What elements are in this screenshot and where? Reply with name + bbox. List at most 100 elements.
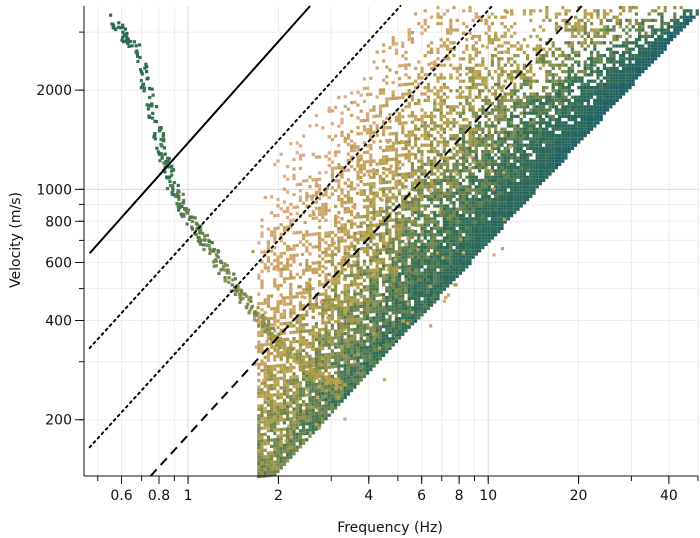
heatmap-cell	[257, 362, 261, 367]
heatmap-cell	[308, 402, 312, 406]
heatmap-cell	[398, 294, 402, 298]
heatmap-cell	[388, 218, 392, 222]
heatmap-cell	[471, 57, 475, 61]
heatmap-cell	[490, 204, 494, 208]
heatmap-cell	[458, 73, 462, 77]
heatmap-cell	[478, 185, 482, 189]
heatmap-cell	[423, 281, 427, 285]
heatmap-cell	[260, 388, 264, 392]
heatmap-cell	[433, 178, 437, 182]
heatmap-cell	[295, 183, 299, 187]
heatmap-cell	[465, 239, 469, 243]
heatmap-cell	[468, 223, 472, 227]
heatmap-cell	[455, 210, 459, 214]
heatmap-cell	[446, 239, 450, 243]
heatmap-cell	[506, 162, 510, 166]
heatmap-cell	[580, 95, 584, 99]
heatmap-cell	[282, 370, 286, 374]
heatmap-cell	[522, 105, 526, 109]
heatmap-cell	[474, 41, 478, 45]
heatmap-cell	[500, 188, 504, 192]
heatmap-cell	[410, 264, 414, 268]
heatmap-cell	[276, 226, 280, 230]
heatmap-cell	[462, 242, 466, 246]
heatmap-cell	[311, 271, 315, 275]
heatmap-cell	[570, 127, 574, 131]
heatmap-cell	[346, 347, 350, 351]
heatmap-cell	[455, 111, 459, 115]
heatmap-cell	[334, 214, 338, 218]
heatmap-cell	[372, 255, 376, 259]
heatmap-cell	[385, 350, 389, 354]
heatmap-cell	[350, 101, 354, 105]
heatmap-cell	[439, 172, 443, 176]
heatmap-cell	[468, 182, 472, 186]
heatmap-cell	[455, 249, 459, 253]
heatmap-cell	[433, 271, 437, 275]
heatmap-cell	[330, 326, 334, 331]
heatmap-cell	[337, 310, 341, 314]
heatmap-cell	[382, 305, 386, 309]
heatmap-cell	[382, 59, 386, 63]
heatmap-cell	[426, 182, 430, 186]
heatmap-cell	[356, 356, 360, 360]
heatmap-cell	[334, 134, 338, 138]
heatmap-cell	[346, 197, 350, 201]
heatmap-cell	[458, 162, 462, 166]
heatmap-cell	[522, 137, 526, 141]
heatmap-cell	[484, 79, 488, 83]
heatmap-cell	[535, 172, 539, 176]
heatmap-cell	[407, 104, 411, 109]
heatmap-cell	[298, 317, 302, 321]
heatmap-cell	[439, 198, 443, 202]
heatmap-cell	[404, 105, 408, 109]
heatmap-cell	[430, 274, 434, 278]
heatmap-cell	[490, 220, 494, 224]
heatmap-cell	[487, 153, 491, 157]
heatmap-cell	[266, 374, 270, 378]
heatmap-cell	[321, 375, 325, 379]
heatmap-cell	[305, 412, 309, 416]
heatmap-cell	[436, 204, 440, 208]
heatmap-cell	[257, 468, 261, 472]
heatmap-cell	[398, 256, 402, 260]
heatmap-cell	[279, 443, 283, 448]
heatmap-cell	[388, 308, 392, 312]
heatmap-cell	[484, 220, 488, 224]
heatmap-cell	[366, 253, 370, 257]
heatmap-cell	[343, 223, 347, 227]
heatmap-cell	[266, 438, 270, 442]
heatmap-cell	[442, 278, 446, 282]
heatmap-cell	[478, 198, 482, 202]
heatmap-cell	[279, 447, 283, 451]
heatmap-cell	[414, 249, 418, 253]
heatmap-cell	[529, 175, 533, 179]
heatmap-cell	[423, 226, 427, 230]
heatmap-cell	[449, 281, 453, 285]
heatmap-cell	[497, 226, 501, 230]
heatmap-cell	[503, 182, 507, 186]
heatmap-cell	[385, 209, 389, 213]
heatmap-cell	[471, 172, 475, 176]
heatmap-cell	[506, 118, 510, 122]
heatmap-cell	[561, 124, 565, 128]
heatmap-cell	[506, 182, 510, 186]
heatmap-cell	[366, 288, 370, 292]
heatmap-cell	[487, 233, 491, 237]
heatmap-cell	[497, 118, 501, 122]
heatmap-cell	[391, 324, 395, 328]
heatmap-cell	[407, 28, 411, 32]
heatmap-cell	[337, 150, 341, 154]
heatmap-cell	[391, 80, 395, 85]
heatmap-cell	[474, 153, 478, 157]
heatmap-cell	[350, 113, 354, 117]
heatmap-cell	[490, 207, 494, 211]
heatmap-cell	[311, 267, 315, 272]
heatmap-cell	[516, 191, 520, 195]
heatmap-cell	[391, 320, 395, 325]
heatmap-cell	[279, 370, 283, 374]
heatmap-cell	[257, 314, 261, 319]
heatmap-cell	[519, 172, 523, 176]
heatmap-cell	[532, 172, 536, 176]
heatmap-cell	[430, 150, 434, 154]
